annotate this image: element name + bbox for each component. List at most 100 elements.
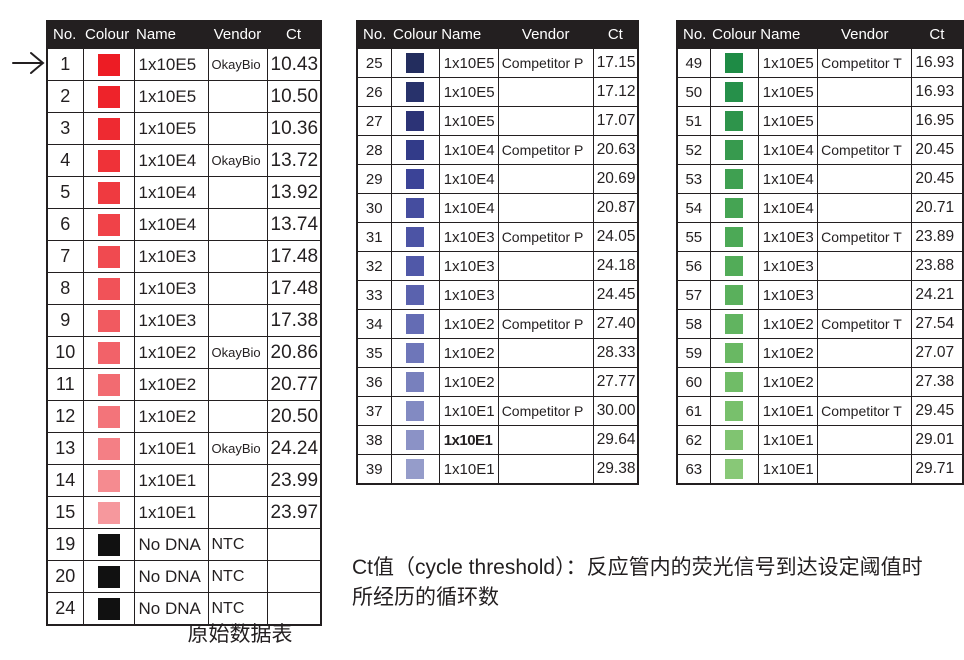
cell-vendor: [817, 164, 913, 194]
cell-ct: 17.48: [266, 272, 322, 305]
cell-no: 63: [676, 454, 711, 485]
color-swatch: [725, 82, 744, 102]
cell-colour: [709, 309, 759, 339]
cell-name: 1x10E3: [438, 222, 499, 252]
cell-name: 1x10E2: [133, 368, 209, 401]
cell-colour: [709, 164, 759, 194]
cell-ct: 10.36: [266, 112, 322, 145]
color-swatch: [725, 198, 744, 218]
cell-name: 1x10E4: [438, 135, 499, 165]
cell-no: 29: [356, 164, 392, 194]
table-row: 52 1x10E4 Competitor T 20.45: [676, 135, 964, 165]
cell-ct: 27.07: [911, 338, 964, 368]
cell-name: 1x10E4: [757, 193, 819, 223]
cell-vendor: [817, 193, 913, 223]
cell-no: 52: [676, 135, 711, 165]
cell-colour: [82, 400, 135, 433]
cell-name: 1x10E4: [757, 135, 819, 165]
cell-ct: 17.48: [266, 240, 322, 273]
cell-colour: [390, 48, 440, 78]
cell-name: 1x10E3: [757, 251, 819, 281]
cell-colour: [390, 454, 440, 485]
cell-name: 1x10E1: [438, 454, 499, 485]
cell-ct: 24.05: [592, 222, 639, 252]
cell-vendor: [817, 425, 913, 455]
color-swatch: [725, 314, 744, 334]
cell-name: 1x10E4: [438, 164, 499, 194]
table-row: 26 1x10E5 17.12: [356, 77, 639, 107]
color-swatch: [406, 459, 425, 479]
cell-colour: [82, 304, 135, 337]
cell-colour: [709, 425, 759, 455]
cell-ct: 20.50: [266, 400, 322, 433]
table-row: 5 1x10E4 13.92: [46, 176, 322, 209]
cell-ct: 29.45: [911, 396, 964, 426]
cell-ct: 28.33: [592, 338, 639, 368]
cell-name: 1x10E5: [133, 80, 209, 113]
cell-no: 34: [356, 309, 392, 339]
cell-ct: 20.69: [592, 164, 639, 194]
color-swatch: [725, 256, 744, 276]
color-swatch: [97, 533, 120, 556]
table-row: 32 1x10E3 24.18: [356, 251, 639, 281]
cell-no: 13: [46, 432, 84, 465]
color-swatch: [725, 430, 744, 450]
cell-vendor: [817, 367, 913, 397]
cell-name: 1x10E3: [133, 304, 209, 337]
cell-ct: 27.38: [911, 367, 964, 397]
cell-name: 1x10E2: [757, 338, 819, 368]
color-swatch: [725, 343, 744, 363]
table-row: 60 1x10E2 27.38: [676, 367, 964, 397]
cell-vendor: [207, 112, 268, 145]
cell-name: 1x10E3: [757, 222, 819, 252]
cell-vendor: [817, 251, 913, 281]
table-row: 33 1x10E3 24.45: [356, 280, 639, 310]
cell-vendor: [207, 464, 268, 497]
table-row: 35 1x10E2 28.33: [356, 338, 639, 368]
cell-name: 1x10E1: [757, 454, 819, 485]
cell-vendor: [207, 208, 268, 241]
table-row: 63 1x10E1 29.71: [676, 454, 964, 485]
color-swatch: [97, 341, 120, 364]
cell-ct: 13.74: [266, 208, 322, 241]
cell-name: 1x10E1: [438, 425, 499, 455]
color-swatch: [406, 53, 425, 73]
cell-colour: [709, 367, 759, 397]
cell-colour: [390, 106, 440, 136]
table-row: 36 1x10E2 27.77: [356, 367, 639, 397]
cell-name: No DNA: [133, 528, 209, 561]
cell-colour: [709, 222, 759, 252]
cell-no: 24: [46, 592, 84, 626]
cell-vendor: [207, 304, 268, 337]
cell-no: 59: [676, 338, 711, 368]
cell-ct: 13.72: [266, 144, 322, 177]
cell-colour: [82, 112, 135, 145]
cell-no: 6: [46, 208, 84, 241]
table-row: 57 1x10E3 24.21: [676, 280, 964, 310]
cell-ct: [266, 560, 322, 593]
cell-no: 11: [46, 368, 84, 401]
cell-colour: [709, 338, 759, 368]
cell-colour: [709, 77, 759, 107]
cell-colour: [82, 592, 135, 626]
color-swatch: [97, 181, 120, 204]
table-row: 14 1x10E1 23.99: [46, 464, 322, 497]
color-swatch: [725, 459, 744, 479]
cell-colour: [390, 135, 440, 165]
cell-vendor: [207, 240, 268, 273]
cell-vendor: [817, 77, 913, 107]
cell-vendor: [497, 454, 594, 485]
cell-colour: [390, 280, 440, 310]
column-header-colour: Colour: [710, 21, 759, 49]
column-header-colour: Colour: [391, 21, 440, 49]
cell-colour: [390, 251, 440, 281]
cell-name: 1x10E2: [757, 309, 819, 339]
cell-ct: 16.93: [911, 48, 964, 78]
cell-colour: [82, 272, 135, 305]
color-swatch: [97, 149, 120, 172]
table-row: 30 1x10E4 20.87: [356, 193, 639, 223]
cell-no: 61: [676, 396, 711, 426]
color-swatch: [97, 501, 120, 524]
color-swatch: [97, 437, 120, 460]
table-row: 10 1x10E2 OkayBio 20.86: [46, 336, 322, 369]
